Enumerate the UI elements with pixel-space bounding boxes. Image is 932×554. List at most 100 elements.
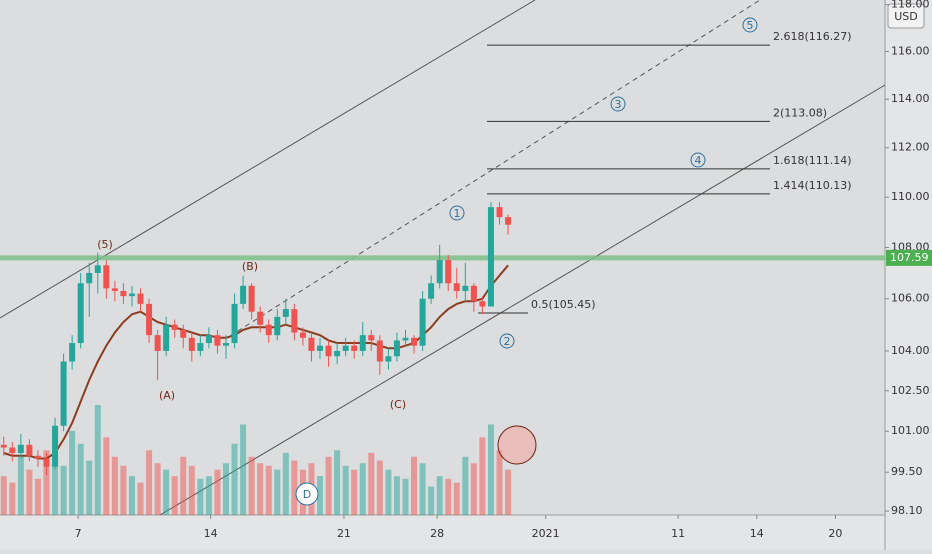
volume-bar xyxy=(111,456,118,515)
volume-bar xyxy=(359,463,366,515)
wave-label: 4 xyxy=(695,154,702,167)
candle-body xyxy=(188,337,195,351)
volume-bar xyxy=(376,460,383,515)
candle-body xyxy=(487,207,494,307)
x-tick-label: 11 xyxy=(671,527,685,540)
volume-bar xyxy=(291,460,298,515)
volume-bar xyxy=(274,469,281,515)
volume-bar xyxy=(52,463,59,515)
volume-bar xyxy=(205,476,212,515)
candle-body xyxy=(171,324,178,330)
y-tick-label: 112.00 xyxy=(891,141,930,154)
candle-body xyxy=(17,444,24,454)
volume-bar xyxy=(402,478,409,515)
volume-bar xyxy=(325,456,332,515)
candle-body xyxy=(240,285,247,304)
volume-bar xyxy=(103,437,110,515)
y-tick-label: 110.00 xyxy=(891,190,930,203)
candle-body xyxy=(43,458,50,467)
volume-bar xyxy=(137,482,144,515)
price-axis xyxy=(885,0,932,550)
candle-body xyxy=(0,444,7,448)
wave-circle xyxy=(499,333,515,349)
candle-body xyxy=(505,217,512,225)
volume-bar xyxy=(9,482,16,515)
volume-bar xyxy=(393,476,400,515)
candle-body xyxy=(265,324,272,336)
channel-lower xyxy=(159,84,886,516)
candle-body xyxy=(257,311,264,325)
candle-body xyxy=(291,309,298,333)
candle-body xyxy=(317,345,324,351)
candle-body xyxy=(299,332,306,338)
volume-bar xyxy=(163,469,170,515)
wave-circle xyxy=(295,482,319,506)
volume-bar xyxy=(154,463,161,515)
price-line-label: 107.59 xyxy=(890,251,929,264)
candle-body xyxy=(248,285,255,312)
volume-bar xyxy=(60,465,67,515)
candle-body xyxy=(146,303,153,336)
y-tick-label: 101.00 xyxy=(891,424,930,437)
volume-bar xyxy=(26,469,33,515)
y-tick-label: 104.00 xyxy=(891,344,930,357)
candle-body xyxy=(197,343,204,351)
candle-body xyxy=(9,447,16,454)
volume-bar xyxy=(69,430,76,515)
candle-body xyxy=(479,301,486,307)
volume-bar xyxy=(265,465,272,515)
x-tick-label: 28 xyxy=(430,527,444,540)
volume-highlight xyxy=(497,425,537,465)
channel-mid xyxy=(229,0,761,337)
candle-body xyxy=(402,337,409,341)
volume-bar xyxy=(453,482,460,515)
volume-bar xyxy=(334,450,341,515)
candle-body xyxy=(445,260,452,284)
volume-bar xyxy=(120,465,127,515)
wave-circle xyxy=(690,152,706,168)
volume-bar xyxy=(351,469,358,515)
candle-body xyxy=(205,335,212,344)
volume-bar xyxy=(222,463,229,515)
volume-bar xyxy=(231,443,238,515)
wave-label: 1 xyxy=(454,207,461,220)
wave-label: (C) xyxy=(390,398,406,411)
volume-bar xyxy=(385,469,392,515)
fib-label: 1.414(110.13) xyxy=(773,179,852,192)
volume-bar xyxy=(240,424,247,515)
candle-body xyxy=(214,335,221,346)
candle-body xyxy=(163,324,170,351)
volume-bar xyxy=(0,476,7,515)
volume-bar xyxy=(282,452,289,515)
volume-bar xyxy=(317,476,324,515)
x-tick-label: 14 xyxy=(204,527,218,540)
x-tick-label: 14 xyxy=(750,527,764,540)
volume-bar xyxy=(436,476,443,515)
volume-bar xyxy=(248,456,255,515)
candle-body xyxy=(308,337,315,351)
volume-bar xyxy=(86,460,93,515)
candle-body xyxy=(325,345,332,357)
wave-label: (B) xyxy=(242,260,258,273)
candle-body xyxy=(334,350,341,357)
volume-bar xyxy=(77,443,84,515)
wave-label: 3 xyxy=(615,98,622,111)
volume-bar xyxy=(128,476,135,515)
volume-bar xyxy=(368,452,375,515)
volume-bar xyxy=(470,463,477,515)
volume-bar xyxy=(505,469,512,515)
candle-body xyxy=(94,265,101,273)
candle-body xyxy=(342,345,349,351)
wave-label: (5) xyxy=(97,238,113,251)
candle-body xyxy=(419,298,426,346)
time-axis xyxy=(0,515,885,550)
candle-body xyxy=(154,335,161,351)
y-tick-label: 114.00 xyxy=(891,92,930,105)
candle-body xyxy=(180,329,187,338)
wave-circle xyxy=(610,96,626,112)
price-line-box xyxy=(886,249,932,266)
y-tick-label: 116.00 xyxy=(891,45,930,58)
candle-body xyxy=(77,283,84,344)
fib-label: 2(113.08) xyxy=(773,106,827,119)
